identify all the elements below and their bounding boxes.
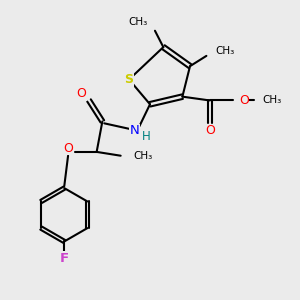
Text: O: O <box>205 124 215 137</box>
Text: N: N <box>130 124 140 137</box>
Text: O: O <box>63 142 73 154</box>
Text: CH₃: CH₃ <box>263 95 282 106</box>
Text: H: H <box>142 130 151 143</box>
Text: CH₃: CH₃ <box>134 151 153 161</box>
Text: F: F <box>60 252 69 265</box>
Text: O: O <box>239 94 249 107</box>
Text: O: O <box>76 87 86 100</box>
Text: S: S <box>124 73 134 86</box>
Text: CH₃: CH₃ <box>129 17 148 27</box>
Text: CH₃: CH₃ <box>215 46 235 56</box>
